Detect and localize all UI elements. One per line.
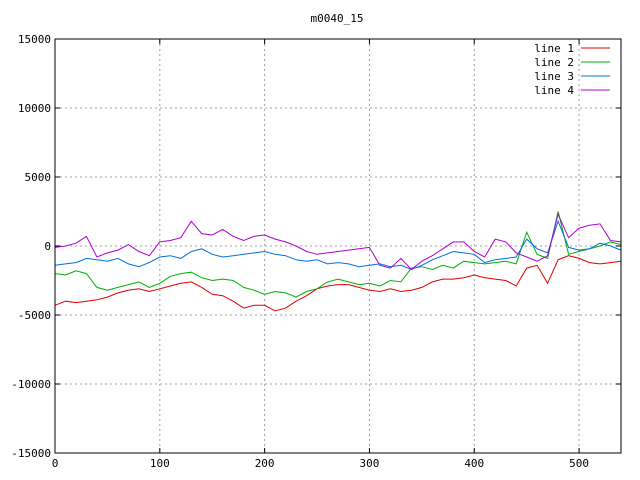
series-line-2 bbox=[54, 211, 622, 298]
x-tick-label: 200 bbox=[255, 457, 275, 470]
legend-label: line 3 bbox=[534, 70, 574, 83]
x-tick-label: 300 bbox=[360, 457, 380, 470]
y-tick-label: -10000 bbox=[11, 378, 51, 391]
x-tick-label: 0 bbox=[52, 457, 59, 470]
x-tick-label: 500 bbox=[569, 457, 589, 470]
legend-label: line 4 bbox=[534, 84, 574, 97]
series-line-1 bbox=[54, 255, 622, 312]
y-tick-label: -5000 bbox=[18, 309, 51, 322]
chart-title: m0040_15 bbox=[311, 12, 364, 25]
plot-frame bbox=[54, 38, 622, 454]
x-tick-label: 100 bbox=[150, 457, 170, 470]
y-tick-label: -15000 bbox=[11, 447, 51, 460]
y-tick-label: 15000 bbox=[18, 33, 51, 46]
legend-label: line 2 bbox=[534, 56, 574, 69]
y-tick-label: 0 bbox=[44, 240, 51, 253]
y-tick-label: 5000 bbox=[25, 171, 52, 184]
x-tick-label: 400 bbox=[464, 457, 484, 470]
legend-label: line 1 bbox=[534, 42, 574, 55]
axis-ticks: 0 100 200 300 400 500 15000 10000 5000 0 -5000 -100… bbox=[11, 33, 621, 470]
grid-lines bbox=[55, 39, 621, 453]
series-layer bbox=[54, 211, 622, 312]
y-tick-label: 10000 bbox=[18, 102, 51, 115]
series-line-4 bbox=[54, 212, 622, 271]
series-line-3 bbox=[54, 219, 622, 271]
